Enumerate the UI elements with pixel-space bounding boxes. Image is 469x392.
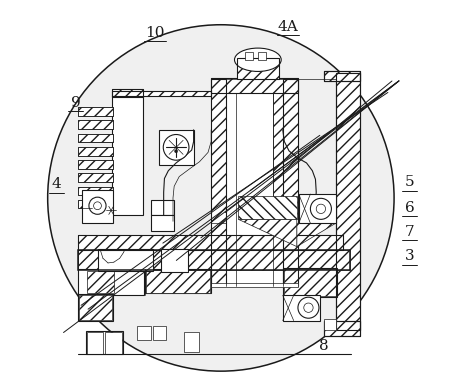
Polygon shape: [211, 93, 226, 223]
Circle shape: [94, 202, 101, 210]
Polygon shape: [297, 223, 336, 247]
Bar: [237, 58, 279, 79]
Bar: [78, 187, 113, 195]
Text: 8: 8: [319, 339, 329, 353]
Bar: [78, 134, 113, 142]
Bar: [78, 147, 113, 156]
Circle shape: [298, 297, 319, 318]
Bar: [283, 268, 337, 297]
Polygon shape: [78, 147, 113, 156]
Bar: [87, 332, 103, 354]
Bar: [283, 295, 320, 321]
Bar: [299, 194, 336, 223]
Polygon shape: [78, 187, 113, 195]
Circle shape: [304, 303, 313, 312]
Bar: [112, 89, 143, 97]
Bar: [336, 73, 360, 330]
Polygon shape: [146, 270, 211, 292]
Bar: [159, 130, 194, 165]
Circle shape: [174, 150, 178, 153]
Bar: [78, 235, 343, 250]
Text: 4: 4: [52, 177, 61, 191]
Bar: [145, 269, 211, 293]
Bar: [78, 250, 350, 270]
Polygon shape: [238, 196, 297, 220]
Bar: [283, 79, 297, 285]
Bar: [86, 331, 123, 354]
Bar: [324, 71, 360, 81]
Bar: [324, 319, 336, 330]
Polygon shape: [99, 250, 133, 270]
Bar: [105, 332, 121, 354]
Polygon shape: [272, 93, 283, 223]
Bar: [211, 79, 226, 285]
Bar: [211, 78, 297, 93]
Bar: [283, 79, 297, 285]
Polygon shape: [87, 271, 114, 293]
Text: 9: 9: [71, 96, 81, 110]
Bar: [160, 249, 188, 272]
Bar: [78, 107, 113, 116]
Polygon shape: [238, 220, 297, 247]
Bar: [184, 332, 199, 352]
Bar: [245, 52, 253, 60]
Bar: [226, 93, 283, 285]
Bar: [336, 73, 360, 330]
Bar: [137, 327, 151, 340]
Bar: [324, 321, 360, 336]
Bar: [211, 283, 297, 287]
Bar: [151, 200, 174, 216]
Bar: [211, 79, 226, 285]
Polygon shape: [78, 120, 113, 129]
Ellipse shape: [234, 48, 281, 71]
Bar: [78, 200, 113, 209]
Polygon shape: [151, 216, 174, 230]
Bar: [78, 120, 113, 129]
Text: 3: 3: [405, 249, 415, 263]
Circle shape: [163, 134, 189, 160]
Bar: [112, 91, 211, 96]
Bar: [78, 269, 144, 295]
Bar: [78, 160, 113, 169]
Text: 4A: 4A: [278, 20, 299, 34]
Bar: [153, 327, 166, 340]
Bar: [258, 52, 265, 60]
Bar: [112, 89, 143, 97]
Bar: [78, 294, 113, 321]
Polygon shape: [78, 160, 113, 169]
Text: 5: 5: [405, 175, 415, 189]
Polygon shape: [78, 134, 113, 142]
Bar: [82, 190, 113, 223]
Polygon shape: [78, 107, 113, 116]
Bar: [237, 58, 279, 79]
Circle shape: [48, 25, 394, 371]
Bar: [112, 95, 143, 216]
Bar: [98, 249, 153, 271]
Bar: [211, 78, 297, 93]
Circle shape: [89, 197, 106, 214]
Bar: [78, 250, 350, 270]
Bar: [78, 173, 113, 182]
Circle shape: [316, 204, 325, 214]
Bar: [112, 91, 211, 96]
Polygon shape: [78, 200, 113, 209]
Polygon shape: [78, 173, 113, 182]
Text: 7: 7: [405, 225, 415, 239]
Bar: [324, 71, 360, 81]
Polygon shape: [284, 269, 336, 296]
Bar: [324, 321, 360, 336]
Text: 10: 10: [145, 25, 165, 40]
Text: 6: 6: [405, 201, 415, 215]
Bar: [78, 235, 343, 250]
Polygon shape: [79, 295, 112, 320]
Bar: [151, 215, 174, 231]
Circle shape: [310, 198, 332, 220]
